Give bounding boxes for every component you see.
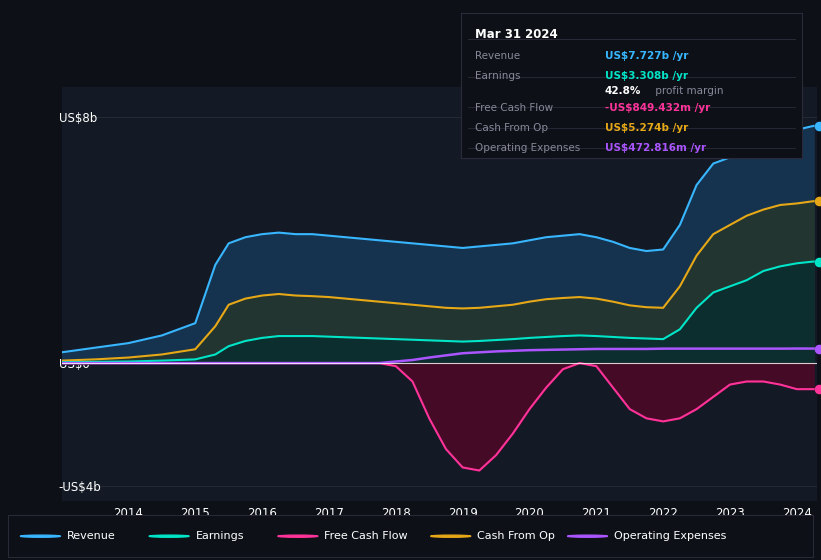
Text: US$5.274b /yr: US$5.274b /yr [604,123,688,133]
Text: Cash From Op: Cash From Op [477,531,555,541]
Text: Cash From Op: Cash From Op [475,123,548,133]
Text: Earnings: Earnings [195,531,244,541]
Text: Mar 31 2024: Mar 31 2024 [475,28,557,41]
Text: 42.8%: 42.8% [604,86,641,96]
Text: profit margin: profit margin [652,86,723,96]
Point [812,385,821,394]
Text: Revenue: Revenue [475,51,521,61]
Text: Revenue: Revenue [67,531,116,541]
Point [812,122,821,130]
Text: -US$849.432m /yr: -US$849.432m /yr [604,103,709,113]
Circle shape [149,535,189,537]
Text: Free Cash Flow: Free Cash Flow [475,103,553,113]
Text: US$7.727b /yr: US$7.727b /yr [604,51,688,61]
Text: Free Cash Flow: Free Cash Flow [324,531,408,541]
Text: US$3.308b /yr: US$3.308b /yr [604,71,687,81]
Text: Operating Expenses: Operating Expenses [475,143,580,153]
Point [812,344,821,353]
Text: Earnings: Earnings [475,71,521,81]
Text: US$472.816m /yr: US$472.816m /yr [604,143,705,153]
Circle shape [430,535,471,537]
Circle shape [277,535,318,537]
Point [812,257,821,266]
Circle shape [567,535,608,537]
Point [812,197,821,206]
Circle shape [21,535,61,537]
Text: Operating Expenses: Operating Expenses [614,531,727,541]
